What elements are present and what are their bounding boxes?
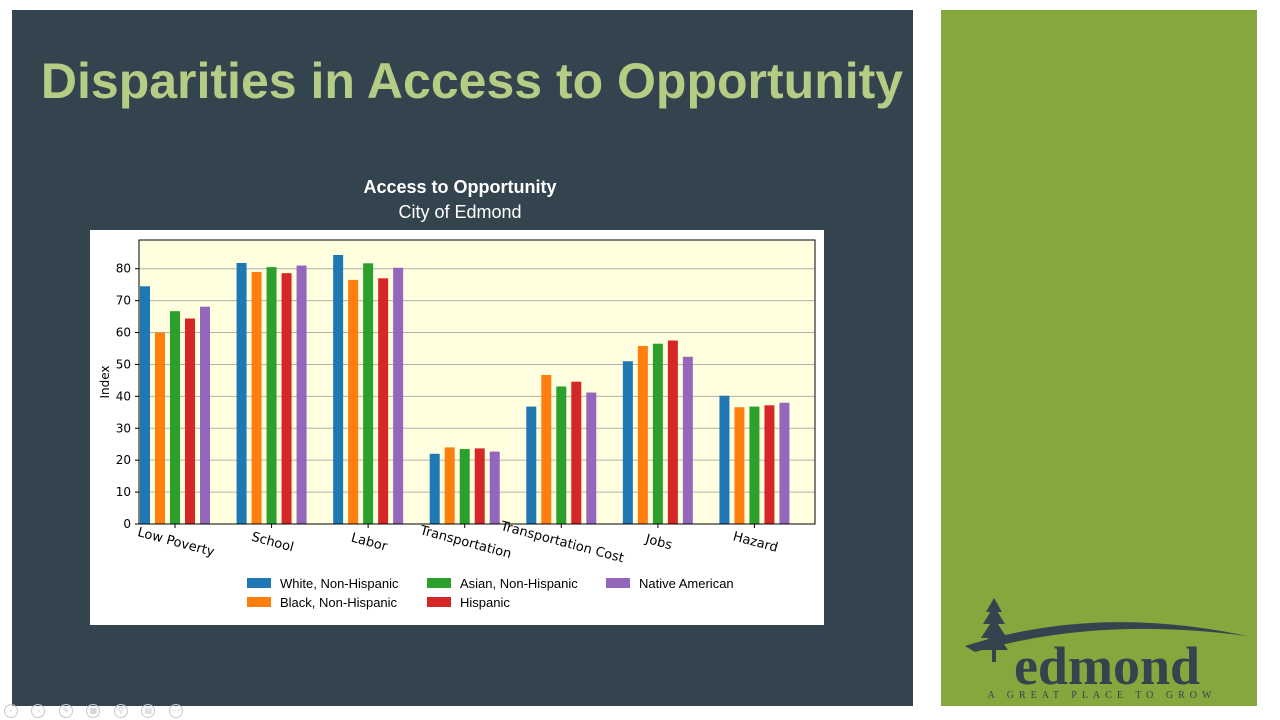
bar	[378, 278, 389, 524]
chart-title: Access to Opportunity	[363, 177, 557, 197]
x-tick-label: Transportation	[417, 523, 513, 562]
bar	[779, 402, 790, 524]
x-tick-label: Low Poverty	[136, 525, 216, 560]
bar	[526, 406, 537, 524]
logo-tagline: A GREAT PLACE TO GROW	[988, 690, 1217, 701]
bar	[281, 273, 292, 524]
legend-label: Native American	[639, 576, 734, 591]
x-tick-label: Labor	[349, 531, 389, 555]
chart-container: 0 10 20 30 40 50 60 70 80 Index Low Poverty School L…	[90, 230, 824, 625]
bar	[393, 267, 404, 524]
y-axis-label: Index	[98, 365, 112, 398]
legend-swatch	[427, 578, 451, 588]
edmond-logo: edmond A GREAT PLACE TO GROW	[965, 598, 1247, 701]
legend-swatch	[427, 597, 451, 607]
bar	[170, 311, 180, 524]
y-tick-label: 50	[116, 357, 131, 371]
x-tick-label: Jobs	[643, 532, 674, 554]
bar-chart: 0 10 20 30 40 50 60 70 80 Index Low Poverty School L…	[98, 239, 816, 610]
y-tick-label: 60	[116, 326, 131, 340]
next-slide-icon[interactable]: ›	[31, 704, 46, 718]
bar	[667, 340, 678, 524]
more-options-icon[interactable]: ⋯	[168, 704, 183, 718]
y-tick-label: 80	[116, 262, 131, 276]
y-tick-label: 10	[116, 485, 131, 499]
bar	[749, 406, 760, 524]
bar	[348, 279, 359, 524]
y-tick-label: 30	[116, 421, 131, 435]
bar	[266, 267, 277, 524]
x-tick-label: Hazard	[731, 529, 779, 555]
legend-label: Asian, Non-Hispanic	[460, 576, 578, 591]
plot-frame	[138, 239, 816, 525]
bar	[333, 254, 344, 525]
bar	[236, 262, 247, 524]
bar	[474, 448, 485, 524]
bar	[622, 361, 633, 524]
bar	[571, 381, 582, 524]
logo-wordmark: edmond	[1014, 636, 1200, 696]
bar	[652, 343, 663, 524]
slide-panel: Disparities in Access to Opportunity Acc…	[12, 10, 913, 706]
bar	[363, 263, 374, 524]
y-tick-label: 40	[116, 389, 131, 403]
subtitles-icon[interactable]: ▤	[141, 704, 156, 718]
bar	[444, 447, 455, 524]
slides-grid-icon[interactable]: ▦	[86, 704, 101, 718]
bar	[556, 386, 567, 524]
pen-icon[interactable]: ✎	[58, 704, 73, 718]
bar	[296, 265, 307, 524]
y-tick-label: 0	[123, 517, 131, 531]
slide-title: Disparities in Access to Opportunity	[40, 53, 904, 109]
chart-subtitle: City of Edmond	[398, 202, 522, 222]
x-tick-label: School	[250, 530, 296, 556]
legend-label: White, Non-Hispanic	[280, 576, 399, 591]
bar	[682, 356, 693, 524]
y-tick-label: 70	[116, 294, 131, 308]
slide-controls: ‹ › ✎ ▦ ⚲ ▤ ⋯	[4, 700, 192, 718]
bar	[459, 449, 470, 524]
zoom-icon[interactable]: ⚲	[113, 704, 128, 718]
legend-swatch	[606, 578, 630, 588]
bar	[719, 395, 730, 524]
bar	[764, 405, 775, 524]
legend-label: Black, Non-Hispanic	[280, 595, 398, 610]
bar	[489, 451, 500, 524]
bar	[586, 392, 597, 524]
legend-swatch	[247, 578, 271, 588]
bar	[251, 271, 262, 524]
tree-icon	[980, 598, 1008, 662]
bar	[155, 332, 165, 524]
legend-label: Hispanic	[460, 595, 510, 610]
bar	[140, 286, 150, 524]
bar	[734, 407, 745, 524]
bar	[429, 453, 440, 524]
legend-swatch	[247, 597, 271, 607]
bar	[541, 374, 552, 524]
bar	[637, 345, 648, 524]
bar	[185, 318, 195, 524]
y-tick-label: 20	[116, 453, 131, 467]
side-panel: edmond A GREAT PLACE TO GROW	[941, 10, 1257, 706]
previous-slide-icon[interactable]: ‹	[4, 704, 18, 718]
bar	[200, 306, 210, 524]
logo-swoosh	[965, 622, 1247, 652]
